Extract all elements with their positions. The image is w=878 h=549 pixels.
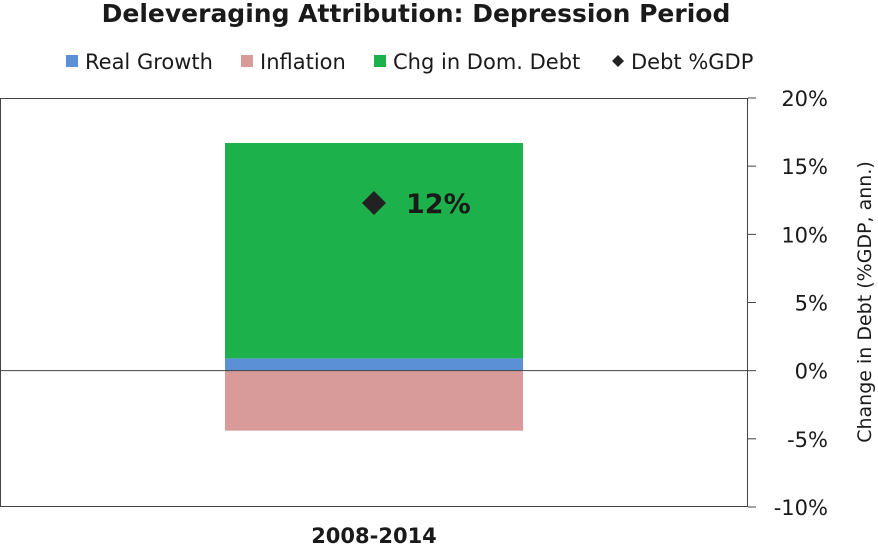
legend-label: Inflation: [260, 50, 346, 74]
legend-label: Chg in Dom. Debt: [393, 50, 580, 74]
y-tick-label: -5%: [787, 428, 828, 452]
x-tick-label: 2008-2014: [311, 524, 437, 548]
plot-frame: [0, 98, 748, 507]
bar-segment-inflation: [225, 370, 523, 431]
legend-item: Debt %GDP: [612, 50, 753, 74]
x-axis: 2008-2014: [311, 524, 437, 548]
y-tick-label: -10%: [774, 496, 828, 520]
legend-swatch: [66, 55, 78, 67]
y-axis-label: Change in Debt (%GDP, ann.): [854, 161, 876, 443]
y-tick-label: 15%: [781, 155, 828, 179]
legend-item: Chg in Dom. Debt: [374, 50, 580, 74]
y-axis: 20% 15% 10% 5% 0% -5% -10%: [748, 87, 828, 520]
debt-gdp-marker: [362, 190, 386, 215]
legend-item: Inflation: [241, 50, 346, 74]
bar-segment-real-growth: [225, 358, 523, 371]
bar-segment-chg-in-dom-debt: [225, 142, 523, 359]
marker-layer: 12%: [362, 189, 471, 220]
legend-marker-diamond: [612, 55, 624, 67]
debt-gdp-data-label: 12%: [406, 189, 471, 220]
y-tick-label: 20%: [781, 87, 828, 111]
legend-swatch: [241, 55, 253, 67]
legend-label: Debt %GDP: [631, 50, 753, 74]
chart-title: Deleveraging Attribution: Depression Per…: [102, 0, 731, 28]
bar-stack: [225, 142, 523, 431]
y-tick-label: 10%: [781, 223, 828, 247]
legend: Real Growth Inflation Chg in Dom. Debt Debt…: [66, 50, 753, 74]
legend-label: Real Growth: [85, 50, 213, 74]
legend-item: Real Growth: [66, 50, 213, 74]
y-tick-label: 0%: [795, 360, 828, 384]
y-tick-label: 5%: [795, 292, 828, 316]
legend-swatch: [374, 55, 386, 67]
